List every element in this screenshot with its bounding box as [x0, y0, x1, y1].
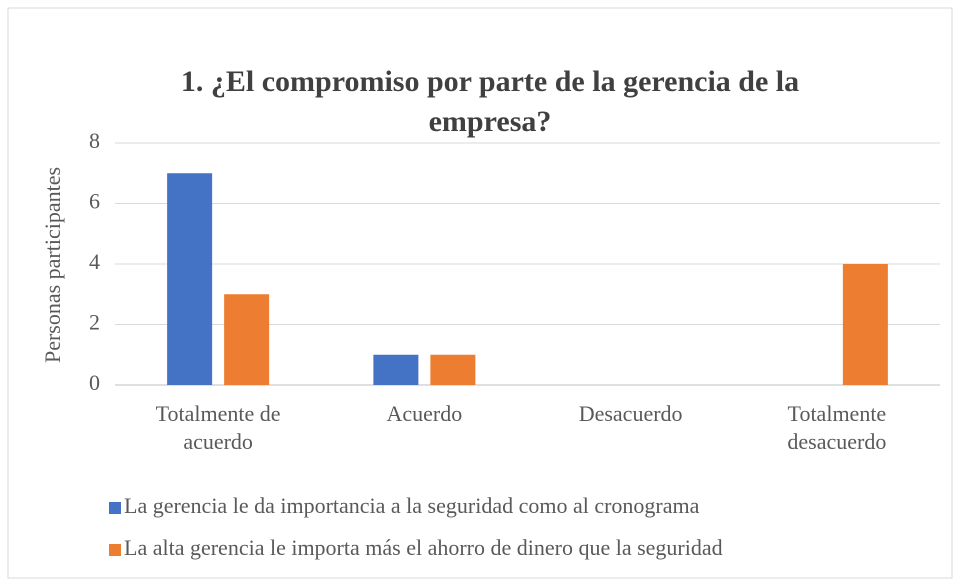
bar — [224, 294, 270, 385]
y-tick-label: 4 — [89, 249, 100, 274]
bar — [430, 354, 476, 385]
bar — [167, 173, 213, 385]
y-tick-label: 6 — [89, 189, 100, 214]
y-tick-label: 8 — [89, 128, 100, 153]
bar — [373, 354, 419, 385]
legend-swatch — [109, 502, 121, 514]
legend-label: La gerencia le da importancia a la segur… — [124, 493, 700, 518]
chart-border — [7, 7, 953, 579]
x-tick-label: Totalmente de acuerdo — [155, 401, 281, 454]
bar — [842, 264, 888, 385]
y-tick-label: 0 — [89, 370, 100, 395]
chart-title: 1. ¿El compromiso por parte de la gerenc… — [180, 65, 800, 138]
x-tick-label: Acuerdo — [386, 401, 463, 426]
x-tick-label: Totalmente desacuerdo — [787, 401, 887, 454]
x-tick-label: Desacuerdo — [578, 401, 683, 426]
legend-swatch — [109, 544, 121, 556]
legend-label: La alta gerencia le importa más el ahorr… — [124, 535, 723, 560]
y-tick-label: 2 — [89, 310, 100, 335]
y-axis-label: Personas participantes — [40, 167, 65, 363]
